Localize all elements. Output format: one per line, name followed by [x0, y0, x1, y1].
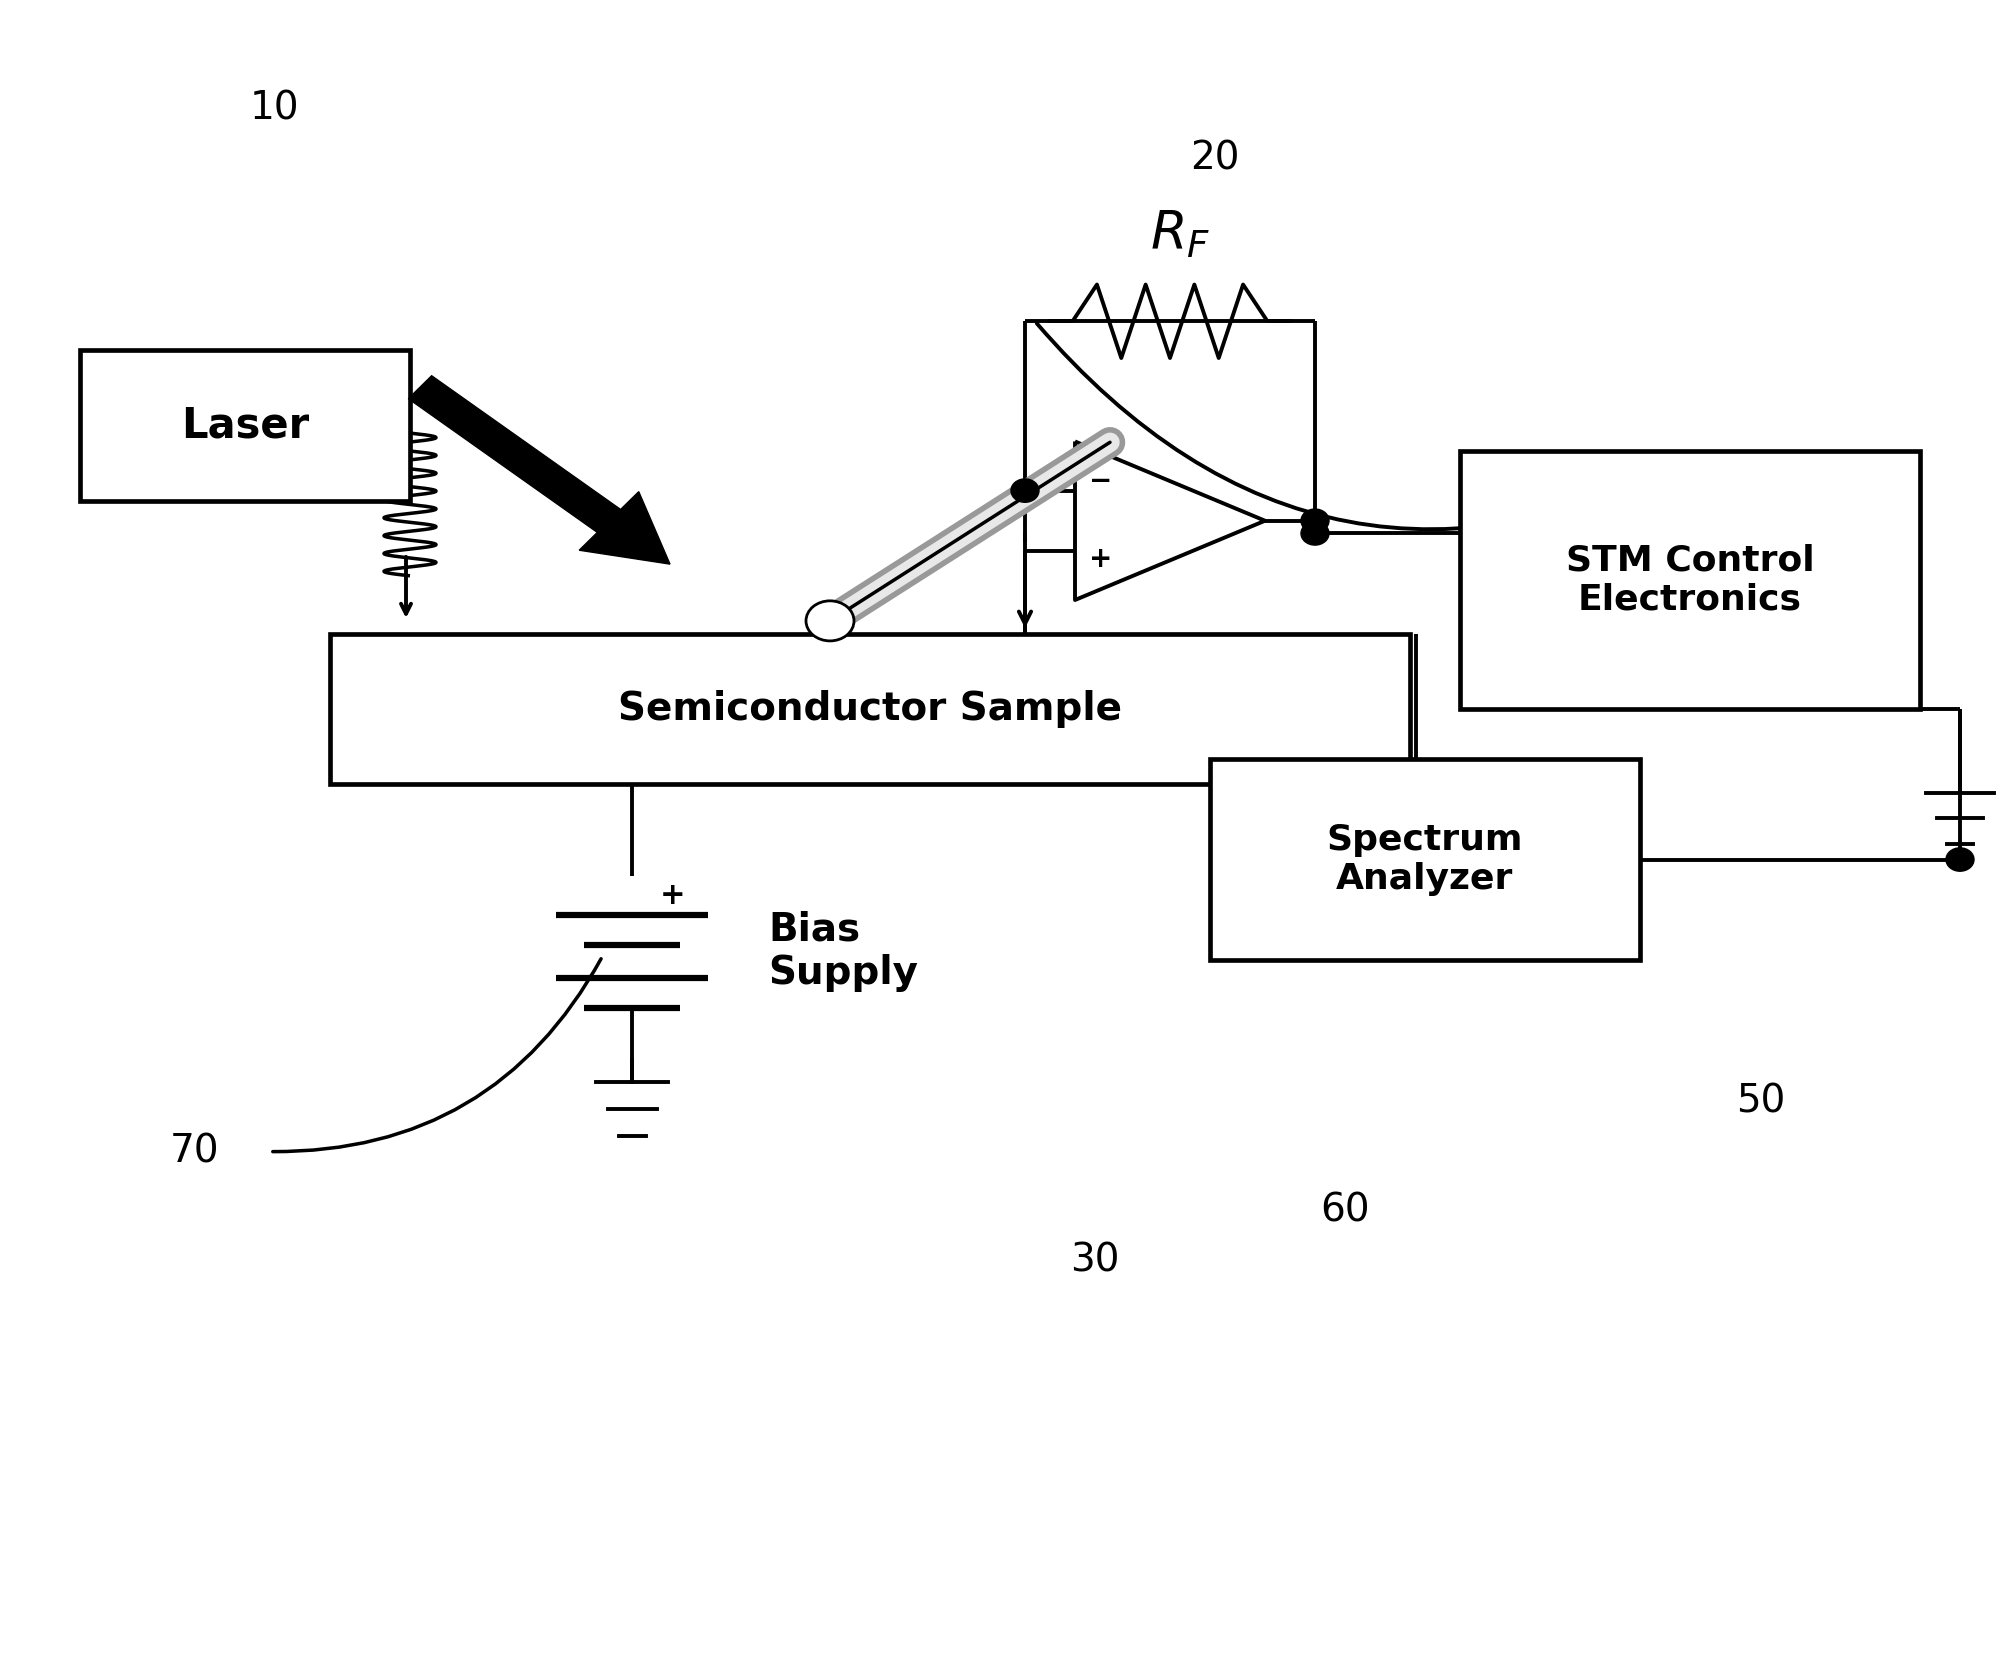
Circle shape	[1300, 509, 1328, 532]
Text: Laser: Laser	[180, 404, 310, 447]
Circle shape	[1300, 522, 1328, 546]
Bar	[1460, 451, 1920, 709]
Bar	[1210, 759, 1640, 960]
Text: STM Control
Electronics: STM Control Electronics	[1566, 544, 1814, 616]
Text: 30: 30	[1070, 1242, 1120, 1278]
Text: +: +	[1090, 546, 1112, 572]
Text: −: −	[1090, 467, 1112, 494]
Circle shape	[1012, 479, 1040, 502]
Text: $R_F$: $R_F$	[1150, 209, 1210, 260]
Text: 10: 10	[250, 90, 300, 127]
Text: +: +	[660, 881, 686, 910]
Text: 70: 70	[170, 1133, 220, 1170]
Text: 50: 50	[1736, 1083, 1786, 1120]
Text: Semiconductor Sample: Semiconductor Sample	[618, 691, 1122, 728]
Bar	[80, 350, 410, 501]
FancyArrow shape	[408, 376, 670, 564]
Circle shape	[1946, 848, 1974, 871]
Bar	[330, 634, 1410, 784]
Text: Spectrum
Analyzer: Spectrum Analyzer	[1326, 823, 1524, 896]
Text: Bias
Supply: Bias Supply	[768, 910, 918, 993]
Text: 20: 20	[1190, 140, 1240, 177]
Text: 40: 40	[120, 382, 170, 419]
Text: 25: 25	[750, 696, 800, 733]
Circle shape	[806, 601, 854, 641]
Text: 60: 60	[1320, 1192, 1370, 1228]
